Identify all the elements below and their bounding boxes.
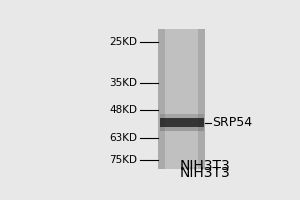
Text: 75KD: 75KD <box>110 155 137 165</box>
Text: 63KD: 63KD <box>110 133 137 143</box>
Bar <box>160 127 204 131</box>
Text: 25KD: 25KD <box>110 37 137 47</box>
Text: NIH3T3: NIH3T3 <box>179 166 230 180</box>
Bar <box>165 29 198 169</box>
Text: SRP54: SRP54 <box>212 116 252 129</box>
Bar <box>160 118 204 127</box>
Text: NIH3T3: NIH3T3 <box>179 159 230 173</box>
Bar <box>158 29 205 169</box>
Text: 48KD: 48KD <box>110 105 137 115</box>
Bar <box>160 114 204 118</box>
Text: 35KD: 35KD <box>110 78 137 88</box>
